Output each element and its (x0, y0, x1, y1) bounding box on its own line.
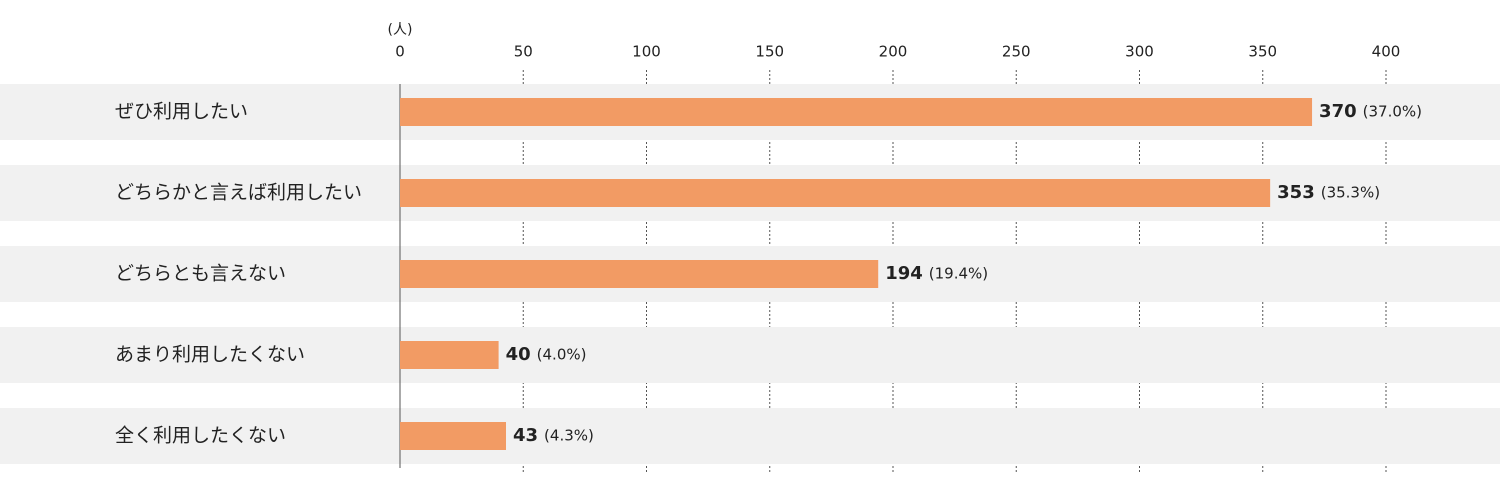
bar (400, 341, 499, 369)
category-label: ぜひ利用したい (115, 101, 248, 123)
value-label: 43 (513, 425, 538, 446)
x-tick-label: 400 (1372, 43, 1401, 61)
value-label: 40 (506, 344, 531, 365)
category-label: 全く利用したくない (115, 425, 286, 447)
percent-label: (4.0%) (537, 346, 587, 364)
value-label: 353 (1277, 182, 1315, 203)
row-band (0, 408, 1500, 464)
x-tick-label: 200 (879, 43, 908, 61)
unit-label: (人) (388, 22, 413, 38)
bar (400, 422, 506, 450)
x-tick-label: 0 (395, 43, 405, 61)
x-tick-label: 250 (1002, 43, 1031, 61)
percent-label: (35.3%) (1321, 184, 1380, 202)
x-tick-label: 100 (632, 43, 661, 61)
x-tick-label: 50 (514, 43, 533, 61)
bar (400, 179, 1271, 207)
bar (400, 260, 879, 288)
x-tick-label: 350 (1248, 43, 1277, 61)
value-label: 194 (885, 263, 923, 284)
value-label: 370 (1319, 101, 1357, 122)
x-tick-label: 300 (1125, 43, 1154, 61)
percent-label: (4.3%) (544, 427, 594, 445)
bar (400, 98, 1313, 126)
category-label: どちらとも言えない (115, 263, 286, 285)
percent-label: (19.4%) (929, 265, 988, 283)
row-band (0, 327, 1500, 383)
percent-label: (37.0%) (1363, 103, 1422, 121)
x-tick-label: 150 (755, 43, 784, 61)
category-label: あまり利用したくない (115, 344, 305, 366)
category-label: どちらかと言えば利用したい (115, 182, 362, 204)
